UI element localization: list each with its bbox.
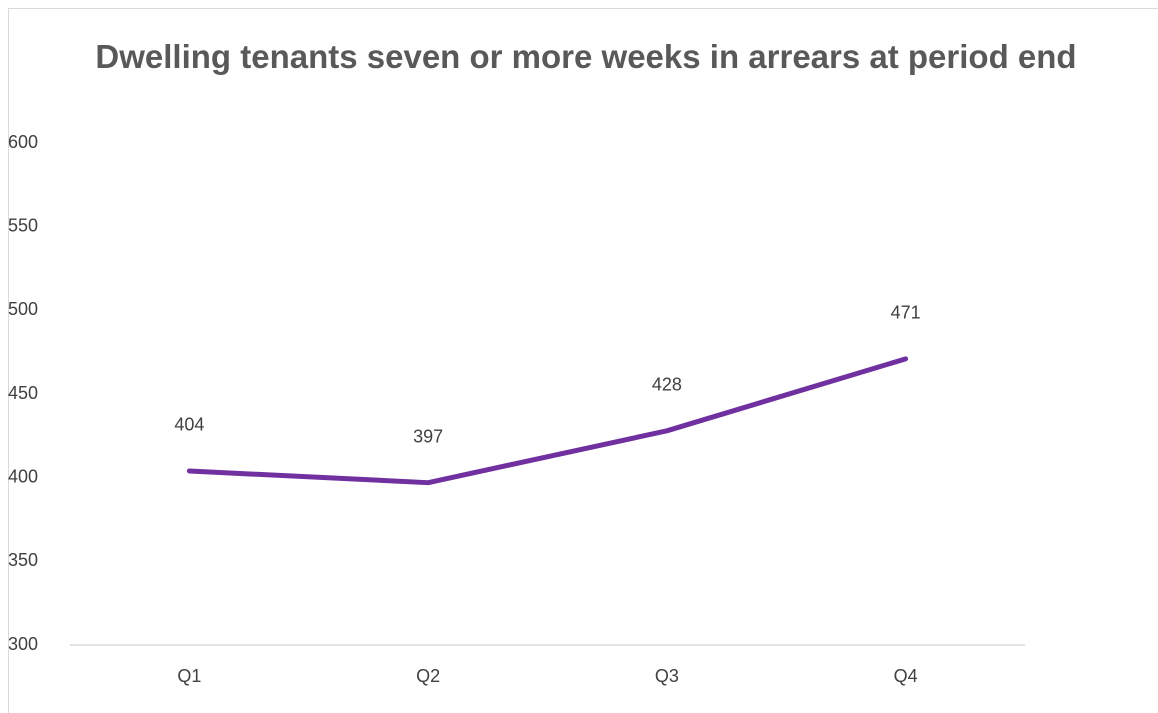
chart-border	[8, 8, 1158, 713]
y-tick-label: 550	[8, 215, 38, 235]
data-label: 471	[891, 303, 921, 323]
y-tick-label: 450	[8, 383, 38, 403]
x-tick-label: Q4	[894, 666, 918, 686]
data-label: 428	[652, 375, 682, 395]
y-tick-label: 400	[8, 466, 38, 486]
data-label: 404	[174, 415, 204, 435]
x-tick-label: Q2	[416, 666, 440, 686]
y-tick-label: 300	[8, 634, 38, 654]
y-tick-label: 600	[8, 132, 38, 152]
y-tick-label: 500	[8, 299, 38, 319]
data-line	[186, 356, 909, 486]
x-tick-label: Q3	[655, 666, 679, 686]
chart-title: Dwelling tenants seven or more weeks in …	[95, 38, 1077, 75]
x-tick-label: Q1	[177, 666, 201, 686]
data-label: 397	[413, 426, 443, 446]
y-tick-label: 350	[8, 550, 38, 570]
